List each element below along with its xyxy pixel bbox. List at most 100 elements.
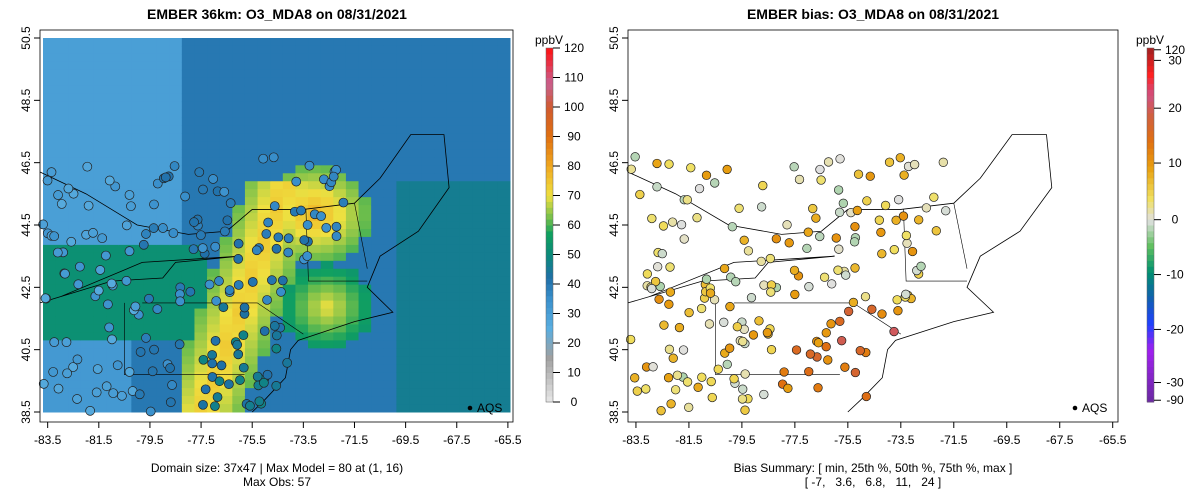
grid-cell <box>383 133 397 142</box>
grid-cell <box>383 324 397 333</box>
grid-cell <box>244 348 259 357</box>
grid-cell <box>409 85 423 95</box>
grid-cell <box>358 109 372 119</box>
grid-cell <box>434 252 448 262</box>
grid-cell <box>244 101 259 111</box>
grid-cell <box>106 93 120 103</box>
station-point <box>299 235 310 245</box>
grid-cell <box>244 284 259 294</box>
grid-cell <box>295 61 309 71</box>
grid-cell <box>169 117 183 127</box>
station-point <box>819 272 830 282</box>
colorbar-segment <box>1147 236 1154 244</box>
grid-cell <box>472 316 486 325</box>
grid-cell <box>257 244 271 254</box>
grid-cell <box>497 396 511 405</box>
grid-cell <box>409 236 423 246</box>
grid-cell <box>93 332 107 341</box>
grid-cell <box>106 157 120 166</box>
colorbar-segment <box>1147 207 1154 214</box>
station-point <box>899 170 909 180</box>
grid-cell <box>308 165 322 174</box>
grid-cell <box>459 109 473 119</box>
grid-cell <box>484 236 498 246</box>
grid-cell <box>472 109 486 119</box>
grid-cell <box>282 173 296 182</box>
colorbar-segment <box>1147 278 1154 285</box>
station-point <box>941 206 951 216</box>
grid-cell <box>308 316 322 325</box>
grid-cell <box>219 93 233 103</box>
grid-cell <box>169 364 183 373</box>
station-point <box>642 269 653 279</box>
grid-cell <box>345 141 360 150</box>
grid-cell <box>497 197 511 206</box>
grid-cell <box>421 308 435 318</box>
grid-cell <box>421 133 435 142</box>
grid-cell <box>371 300 385 310</box>
grid-cell <box>308 228 322 238</box>
grid-cell <box>383 38 397 47</box>
grid-cell <box>358 316 372 325</box>
grid-cell <box>497 364 511 373</box>
grid-cell <box>446 173 461 182</box>
station-point <box>766 287 776 297</box>
grid-cell <box>345 38 360 47</box>
grid-cell <box>244 213 259 222</box>
grid-cell <box>270 260 284 270</box>
grid-cell <box>257 356 271 365</box>
grid-cell <box>156 252 170 262</box>
grid-cell <box>131 205 145 214</box>
station-point <box>149 344 159 355</box>
station-point <box>53 190 63 200</box>
grid-cell <box>194 61 208 71</box>
grid-cell <box>257 53 271 63</box>
station-point <box>254 396 265 407</box>
grid-cell <box>270 173 284 182</box>
grid-cell <box>93 77 107 87</box>
grid-cell <box>169 324 183 333</box>
grid-cell <box>383 213 397 222</box>
grid-cell <box>181 340 195 349</box>
grid-cell <box>497 189 511 198</box>
grid-cell <box>358 396 372 405</box>
grid-cell <box>93 101 107 111</box>
grid-cell <box>93 300 107 310</box>
colorbar-segment <box>1147 354 1154 362</box>
grid-cell <box>156 268 170 278</box>
grid-cell <box>282 38 296 47</box>
grid-cell <box>459 252 473 262</box>
colorbar-segment <box>546 343 553 350</box>
station-point <box>165 363 175 373</box>
grid-cell <box>484 332 498 341</box>
colorbar-segment <box>1147 331 1154 338</box>
station-point <box>88 228 98 238</box>
grid-cell <box>80 189 94 198</box>
grid-cell <box>43 101 57 111</box>
grid-cell <box>131 236 145 246</box>
grid-cell <box>244 236 259 246</box>
grid-cell <box>181 45 195 55</box>
grid-cell <box>68 181 82 190</box>
colorbar-segment <box>1147 177 1154 185</box>
grid-cell <box>270 45 284 55</box>
station-point <box>865 171 875 181</box>
grid-cell <box>169 173 183 182</box>
station-point <box>725 301 735 312</box>
grid-cell <box>80 141 94 150</box>
grid-cell <box>358 300 372 310</box>
grid-cell <box>181 300 195 310</box>
grid-cell <box>106 252 120 262</box>
grid-cell <box>194 284 208 294</box>
station-point <box>40 293 51 304</box>
grid-cell <box>345 340 360 349</box>
grid-cell <box>244 300 259 310</box>
station-point <box>138 239 149 250</box>
station-point <box>61 337 72 348</box>
grid-cell <box>421 149 435 158</box>
grid-cell <box>244 117 259 127</box>
grid-cell <box>345 364 360 373</box>
colorbar-segment <box>1147 295 1154 303</box>
